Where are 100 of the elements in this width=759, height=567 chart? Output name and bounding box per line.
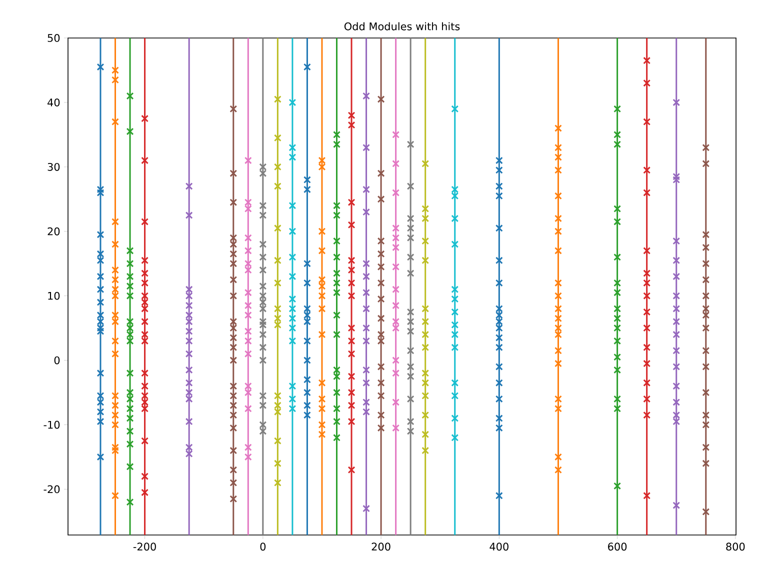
point — [185, 350, 193, 358]
point — [362, 260, 370, 268]
point — [348, 256, 356, 264]
point — [348, 266, 356, 274]
point — [348, 372, 356, 380]
point — [185, 286, 193, 294]
point — [230, 250, 238, 258]
point — [230, 411, 238, 419]
point — [112, 266, 119, 274]
point — [392, 286, 400, 294]
x-tick-label: 0 — [260, 542, 266, 551]
point — [495, 379, 503, 387]
point — [554, 466, 562, 474]
point — [112, 240, 119, 248]
point — [348, 402, 356, 410]
point — [554, 453, 562, 461]
point — [244, 328, 252, 336]
x-tick-label: -200 — [133, 542, 156, 551]
point — [96, 318, 104, 326]
point — [554, 166, 562, 174]
point — [451, 214, 459, 222]
point — [288, 324, 296, 332]
point — [702, 346, 710, 354]
point — [377, 295, 385, 303]
point — [304, 260, 311, 268]
point — [554, 144, 562, 152]
point — [333, 418, 340, 426]
point — [333, 311, 340, 319]
point — [392, 160, 400, 168]
point — [230, 382, 238, 390]
point — [348, 324, 356, 332]
point — [304, 318, 311, 326]
point — [96, 328, 104, 336]
point — [451, 379, 459, 387]
point — [304, 311, 311, 319]
point — [333, 388, 340, 396]
point — [259, 170, 267, 178]
point — [643, 308, 651, 316]
point — [643, 492, 651, 500]
point — [362, 92, 370, 100]
point — [259, 163, 267, 171]
point — [288, 202, 296, 210]
point — [377, 363, 385, 370]
point — [392, 234, 400, 242]
point — [451, 295, 459, 303]
point — [495, 363, 503, 370]
point — [392, 398, 400, 406]
point — [392, 318, 400, 326]
point — [112, 66, 119, 74]
point — [244, 388, 252, 396]
point — [406, 234, 414, 242]
point — [141, 156, 149, 164]
point — [96, 369, 104, 377]
point — [702, 311, 710, 319]
point — [244, 453, 252, 461]
point — [643, 279, 651, 287]
point — [451, 240, 459, 248]
point — [406, 182, 414, 190]
point — [554, 228, 562, 236]
point — [112, 446, 119, 454]
point — [96, 186, 104, 194]
point — [554, 192, 562, 200]
point — [185, 366, 193, 374]
point — [362, 324, 370, 332]
point — [406, 270, 414, 277]
point — [554, 279, 562, 287]
point — [304, 305, 311, 312]
point — [244, 350, 252, 358]
point — [672, 418, 680, 426]
point — [451, 344, 459, 352]
point — [288, 382, 296, 390]
point — [614, 337, 622, 345]
point — [244, 311, 252, 319]
point — [333, 372, 340, 380]
point — [362, 379, 370, 387]
point — [141, 437, 149, 445]
point — [495, 344, 503, 352]
point — [377, 314, 385, 322]
point — [333, 130, 340, 138]
point — [422, 214, 430, 222]
point — [230, 446, 238, 454]
point — [318, 292, 326, 300]
point — [244, 266, 252, 274]
point — [422, 411, 430, 419]
point — [259, 282, 267, 290]
y-tick-label: 10 — [48, 292, 60, 300]
point — [141, 292, 149, 300]
point — [112, 276, 119, 284]
point — [377, 96, 385, 103]
x-tick-label: 400 — [490, 542, 508, 551]
x-tick-label: 600 — [608, 542, 627, 551]
point — [304, 388, 311, 396]
point — [406, 214, 414, 222]
point — [495, 324, 503, 332]
point — [288, 295, 296, 303]
point — [702, 144, 710, 152]
point — [304, 186, 311, 194]
point — [702, 388, 710, 396]
point — [230, 344, 238, 352]
point — [126, 324, 134, 332]
